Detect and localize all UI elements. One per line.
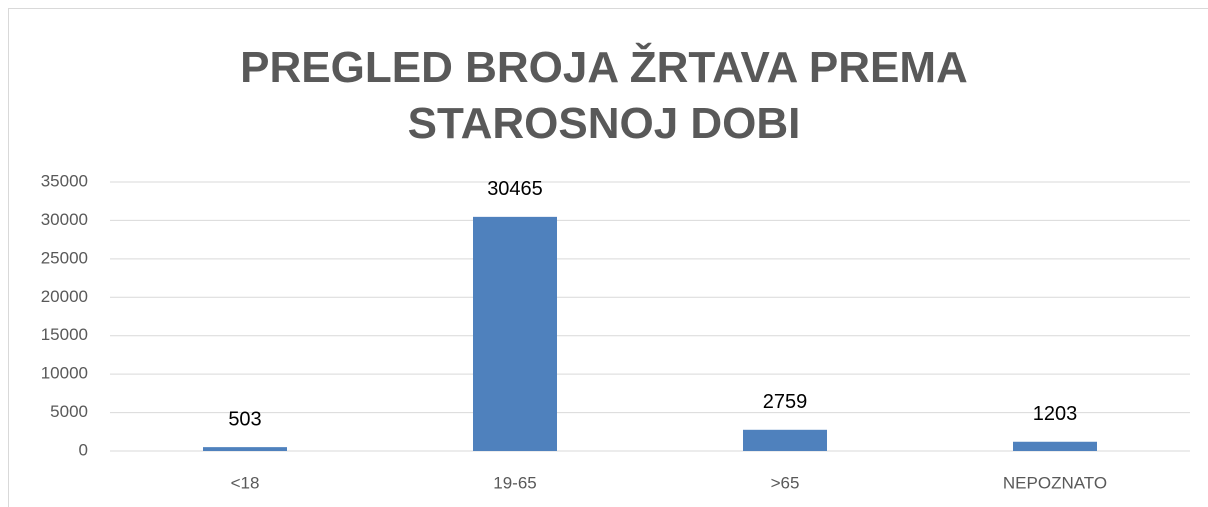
value-label: 1203 — [1033, 403, 1078, 425]
bar — [473, 216, 557, 451]
x-tick-label: <18 — [231, 473, 260, 492]
value-label: 2759 — [763, 391, 808, 413]
bar — [1013, 441, 1097, 451]
y-tick-label: 20000 — [41, 287, 88, 306]
chart-border — [8, 8, 1208, 507]
y-tick-label: 10000 — [41, 364, 88, 383]
chart-title: PREGLED BROJA ŽRTAVA PREMA STAROSNOJ DOB… — [240, 43, 968, 148]
y-tick-label: 30000 — [41, 210, 88, 229]
y-tick-label: 35000 — [41, 171, 88, 190]
value-label: 30465 — [487, 178, 543, 200]
y-tick-label: 5000 — [50, 402, 88, 421]
bar — [203, 447, 287, 451]
x-tick-label: NEPOZNATO — [1003, 473, 1107, 492]
x-tick-label: >65 — [771, 473, 800, 492]
value-label: 503 — [228, 408, 261, 430]
x-tick-label: 19-65 — [493, 473, 536, 492]
y-tick-label: 0 — [79, 440, 88, 459]
bar — [743, 429, 827, 451]
y-tick-label: 25000 — [41, 248, 88, 267]
y-tick-label: 15000 — [41, 325, 88, 344]
